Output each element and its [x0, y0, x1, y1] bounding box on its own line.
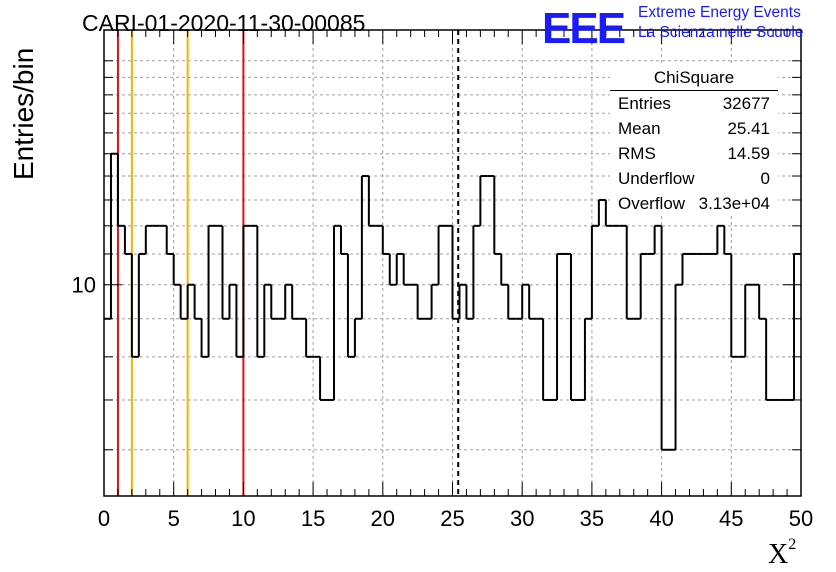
- x-tick-label: 10: [231, 506, 255, 531]
- stats-row-underflow: Underflow 0: [610, 166, 778, 191]
- stats-row-overflow: Overflow 3.13e+04: [610, 191, 778, 216]
- x-tick-label: 50: [789, 506, 813, 531]
- stats-label: Entries: [618, 94, 671, 113]
- stats-box: ChiSquare Entries 32677 Mean 25.41 RMS 1…: [610, 66, 778, 216]
- stats-box-title: ChiSquare: [610, 66, 778, 91]
- stats-value: 3.13e+04: [698, 194, 770, 213]
- stats-label: Overflow: [618, 194, 686, 213]
- logo-line-2: La Scienza nelle Scuole: [638, 24, 804, 41]
- stats-label: RMS: [618, 144, 656, 163]
- stats-value: 25.41: [727, 119, 770, 138]
- stats-value: 32677: [722, 94, 770, 113]
- tick-labels: 0 5 10 15 20 25 30 35 40 45 50 10: [72, 273, 814, 531]
- y-tick-label: 10: [72, 273, 96, 298]
- x-tick-label: 5: [168, 506, 180, 531]
- chart-title: CARI-01-2020-11-30-00085: [82, 10, 366, 36]
- reference-lines: [116, 30, 460, 496]
- stats-row-rms: RMS 14.59: [610, 141, 778, 166]
- x-axis-label-superscript: 2: [788, 536, 797, 553]
- x-tick-label: 30: [510, 506, 534, 531]
- x-axis-label-text: X: [768, 539, 789, 570]
- x-tick-label: 0: [98, 506, 110, 531]
- x-tick-label: 35: [580, 506, 604, 531]
- x-tick-label: 25: [440, 506, 464, 531]
- stats-label: Underflow: [618, 169, 695, 188]
- y-axis-label: Entries/bin: [8, 47, 39, 180]
- logo-line-1: Extreme Energy Events: [638, 4, 801, 21]
- stats-value: 14.59: [727, 144, 770, 163]
- stats-label: Mean: [618, 119, 661, 138]
- x-tick-label: 45: [719, 506, 743, 531]
- stats-row-mean: Mean 25.41: [610, 116, 778, 141]
- eee-logo-mark: EEE: [542, 4, 626, 53]
- stats-row-entries: Entries 32677: [610, 91, 778, 116]
- stats-value: 0: [760, 169, 770, 188]
- x-tick-label: 15: [301, 506, 325, 531]
- histogram-series: [104, 152, 801, 451]
- x-axis-label: X2: [768, 536, 796, 571]
- axis-ticks: [103, 30, 802, 496]
- x-tick-label: 20: [371, 506, 395, 531]
- x-tick-label: 40: [649, 506, 673, 531]
